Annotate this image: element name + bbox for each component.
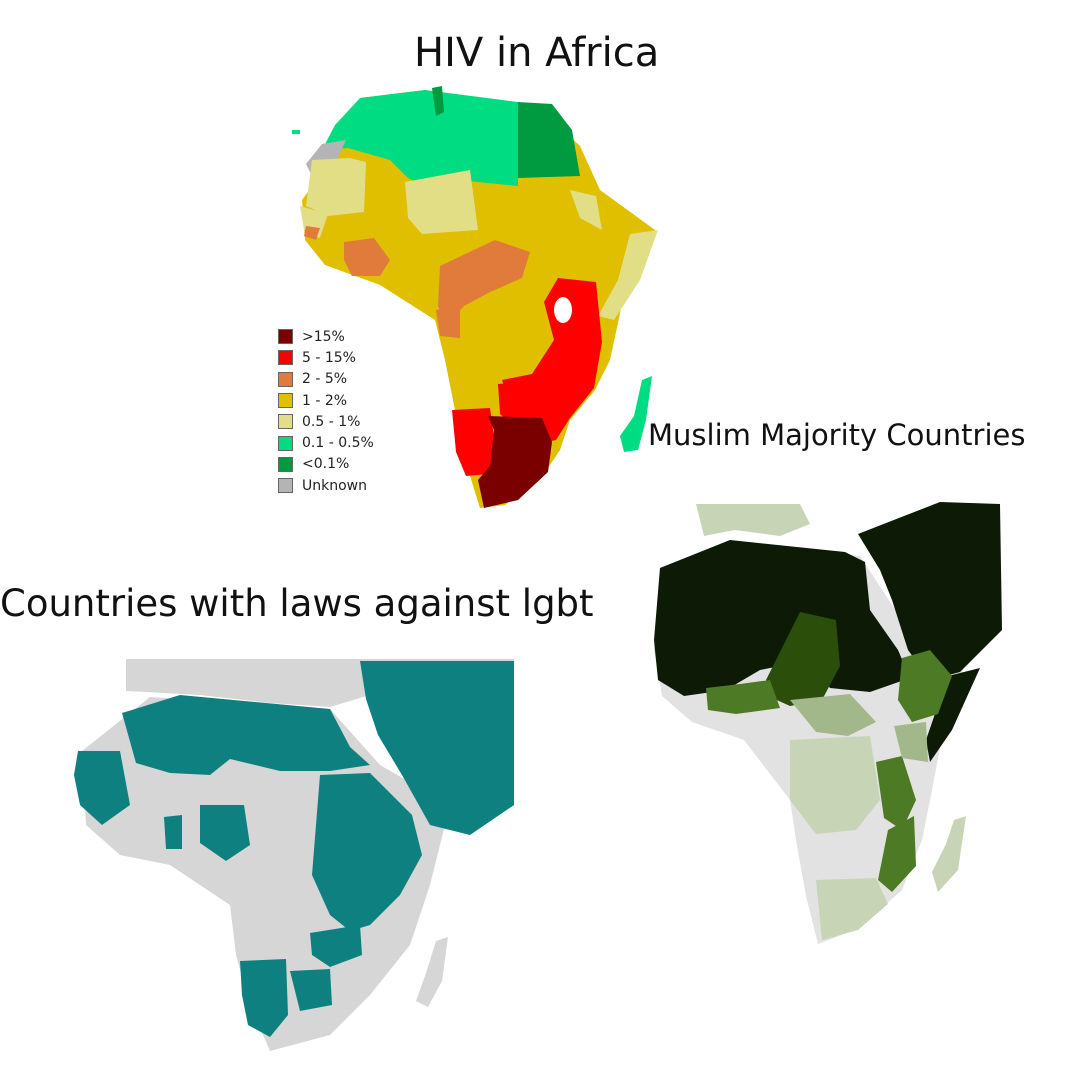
hiv-west-africa-region (344, 238, 390, 276)
lgbt-zimbabwe-region (290, 969, 332, 1011)
legend-swatch-1-2 (278, 393, 293, 409)
muslim-nigeria-region (766, 612, 840, 706)
lgbt-east-africa-region (312, 773, 422, 931)
hiv-south-africa-region (478, 416, 552, 508)
hiv-sudan-ethiopia-region (570, 190, 602, 230)
legend-item-over-15: >15% (278, 326, 374, 347)
legend-label-unknown: Unknown (302, 477, 367, 494)
hiv-north-africa-region (322, 90, 518, 188)
muslim-mozambique-region (878, 816, 916, 892)
hiv-somalia-region (598, 230, 658, 320)
hiv-lake-victoria (554, 297, 572, 323)
hiv-central-africa-region (438, 240, 530, 326)
hiv-mauritania-region (306, 158, 366, 216)
lgbt-namibia-region (240, 959, 288, 1037)
legend-swatch-unknown (278, 478, 293, 494)
hiv-africa-map (292, 86, 658, 508)
hiv-egypt-region (518, 102, 580, 178)
muslim-tanzania-region (876, 756, 916, 830)
legend-item-unknown: Unknown (278, 475, 374, 496)
muslim-europe-region (696, 504, 810, 536)
legend-item-0-1-0-5: 0.1 - 0.5% (278, 432, 374, 453)
legend-label-0-1-0-5: 0.1 - 0.5% (302, 435, 374, 452)
hiv-legend: >15% 5 - 15% 2 - 5% 1 - 2% 0.5 - 1% 0.1 … (278, 326, 374, 496)
muslim-ethiopia-region (898, 650, 952, 722)
lgbt-zambia-region (310, 925, 362, 967)
muslim-kenya-region (894, 722, 928, 762)
muslim-majority-map (654, 502, 1002, 944)
legend-item-2-5: 2 - 5% (278, 369, 374, 390)
legend-label-0-5-1: 0.5 - 1% (302, 413, 361, 430)
legend-swatch-over-15 (278, 329, 293, 345)
hiv-niger-chad-region (405, 170, 478, 234)
hiv-guinea-region (304, 226, 320, 240)
muslim-madagascar-region (932, 816, 966, 892)
hiv-map-title: HIV in Africa (414, 30, 660, 76)
legend-label-2-5: 2 - 5% (302, 371, 348, 388)
legend-swatch-2-5 (278, 371, 293, 387)
legend-swatch-0-5-1 (278, 414, 293, 430)
lgbt-map-title: Countries with laws against lgbt (0, 582, 594, 625)
hiv-gabon-region (436, 306, 460, 338)
lgbt-laws-map (74, 659, 514, 1051)
muslim-west-africa-region (706, 680, 780, 714)
legend-item-1-2: 1 - 2% (278, 390, 374, 411)
muslim-congo-region (790, 736, 880, 834)
hiv-canary-islands (292, 130, 300, 134)
hiv-tunisia-region (432, 86, 444, 116)
legend-item-under-0-1: <0.1% (278, 454, 374, 475)
lgbt-madagascar-region (416, 937, 448, 1007)
lgbt-north-africa-region (122, 695, 370, 775)
muslim-central-region (790, 694, 876, 736)
muslim-southern-region (816, 878, 888, 940)
legend-swatch-under-0-1 (278, 456, 293, 472)
hiv-namibia-region (452, 408, 496, 476)
muslim-north-africa-region (654, 540, 910, 696)
lgbt-ghana-region (164, 815, 182, 849)
legend-item-0-5-1: 0.5 - 1% (278, 411, 374, 432)
legend-item-5-15: 5 - 15% (278, 347, 374, 368)
legend-swatch-0-1-0-5 (278, 435, 293, 451)
lgbt-nigeria-region (200, 805, 250, 861)
muslim-map-title: Muslim Majority Countries (648, 418, 1026, 452)
legend-swatch-5-15 (278, 350, 293, 366)
lgbt-middle-east-region (360, 661, 514, 835)
hiv-madagascar-region (620, 376, 652, 452)
muslim-somalia-region (926, 668, 980, 762)
legend-label-1-2: 1 - 2% (302, 392, 348, 409)
legend-label-under-0-1: <0.1% (302, 456, 350, 473)
muslim-middle-east-region (858, 502, 1002, 680)
legend-label-over-15: >15% (302, 328, 345, 345)
lgbt-west-africa-region (74, 751, 130, 825)
legend-label-5-15: 5 - 15% (302, 349, 356, 366)
